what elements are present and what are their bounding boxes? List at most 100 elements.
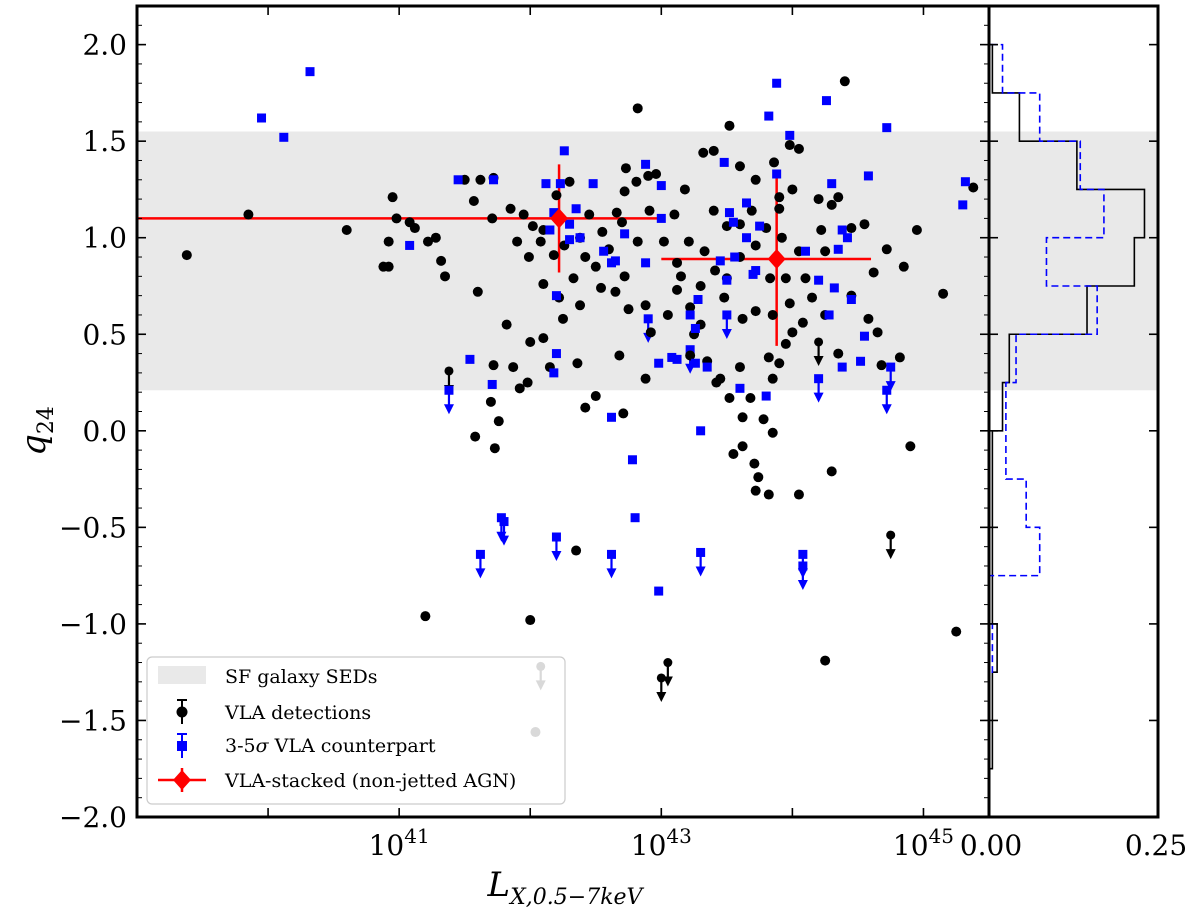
vla-detection-point	[623, 304, 634, 315]
counterpart-point	[827, 179, 837, 189]
counterpart-point	[702, 362, 712, 372]
vla-detection-point	[734, 161, 745, 172]
vla-detection-point	[514, 383, 525, 394]
counterpart-point	[824, 310, 834, 320]
vla-detection-point	[826, 199, 837, 210]
vla-detection-point	[833, 192, 844, 203]
counterpart-point	[654, 586, 664, 596]
vla-detection-point	[807, 292, 818, 303]
upper-limit-black-dot	[663, 658, 673, 668]
counterpart-point	[690, 358, 700, 368]
vla-detection-point	[643, 170, 654, 181]
counterpart-point	[549, 368, 559, 378]
counterpart-point	[690, 323, 700, 333]
upper-limit-blue-head	[885, 381, 896, 392]
vla-detection-point	[763, 352, 774, 363]
upper-limit-black-dot	[814, 337, 824, 347]
counterpart-point	[610, 256, 620, 266]
vla-detection-point	[683, 236, 694, 247]
vla-detection-point	[548, 250, 559, 261]
counterpart-point	[722, 275, 732, 285]
vla-detection-point	[632, 103, 643, 114]
vla-detection-point	[774, 203, 785, 214]
vla-detection-point	[505, 203, 516, 214]
counterpart-point	[465, 354, 475, 364]
vla-detection-point	[881, 244, 892, 255]
vla-detection-point	[440, 271, 451, 282]
legend-label-band: SF galaxy SEDs	[225, 666, 378, 688]
upper-limit-black-head	[656, 691, 667, 702]
upper-limit-blue-head	[499, 535, 510, 546]
upper-limit-blue-square	[696, 547, 706, 557]
vla-detection-point	[719, 292, 730, 303]
x-tick-label: 1041	[369, 824, 430, 862]
vla-detection-point	[640, 373, 651, 384]
vla-detection-point	[745, 392, 756, 403]
vla-detection-point	[518, 209, 529, 220]
vla-detection-point	[780, 338, 791, 349]
vla-detection-point	[508, 362, 519, 373]
vla-detection-point	[590, 261, 601, 272]
upper-limit-blue-head	[475, 568, 486, 579]
vla-detection-point	[793, 489, 804, 500]
counterpart-point	[837, 225, 847, 235]
vla-detection-point	[737, 412, 748, 423]
vla-detection-point	[710, 265, 721, 276]
side-plot-frame	[987, 4, 1160, 819]
counterpart-point	[814, 275, 824, 285]
upper-limit-black-head	[885, 549, 896, 560]
counterpart-point	[958, 200, 968, 210]
counterpart-point	[800, 246, 810, 256]
vla-detection-point	[753, 472, 764, 483]
counterpart-point	[565, 235, 575, 245]
vla-detection-point	[774, 192, 785, 203]
vla-detection-point	[724, 392, 735, 403]
upper-limit-blue-head	[695, 566, 706, 577]
counterpart-point	[606, 412, 616, 422]
counterpart-point	[641, 159, 651, 169]
y-axis-title: q24	[14, 406, 59, 456]
vla-detection-point	[724, 120, 735, 131]
vla-detection-point	[750, 485, 761, 496]
vla-detection-point	[430, 232, 441, 243]
legend-swatch-dot	[176, 699, 188, 724]
vla-detection-point	[631, 176, 642, 187]
vla-detection-point	[475, 174, 486, 185]
upper-limit-black-dot	[444, 366, 454, 376]
vla-detection-point	[616, 217, 627, 228]
y-tick-label: −2.0	[59, 801, 127, 834]
vla-detection-point	[750, 306, 761, 317]
vla-detection-point	[968, 182, 979, 193]
vla-detection-point	[488, 360, 499, 371]
x-axis-title: LX,0.5−7keV	[487, 865, 645, 909]
counterpart-point	[821, 96, 831, 106]
legend-label-square: 3-5σ VLA counterpart	[225, 735, 436, 757]
vla-detection-point	[711, 377, 722, 388]
vla-detection-point	[820, 246, 831, 257]
vla-detection-point	[737, 441, 748, 452]
vla-detection-point	[572, 358, 583, 369]
vla-detection-point	[787, 327, 798, 338]
vla-detection-point	[839, 76, 850, 87]
counterpart-point	[489, 175, 499, 185]
counterpart-point	[719, 157, 729, 167]
upper-limit-blue-head	[551, 551, 562, 562]
vla-detection-points	[181, 76, 979, 738]
upper-limit-blue-head	[606, 568, 617, 579]
vla-detection-point	[243, 209, 254, 220]
counterpart-point	[960, 177, 970, 187]
vla-detection-point	[776, 232, 787, 243]
vla-detection-point	[580, 402, 591, 413]
counterpart-point	[487, 379, 497, 389]
counterpart-point	[863, 171, 873, 181]
vla-detection-point	[734, 362, 745, 373]
vla-detection-point	[784, 298, 795, 309]
vla-detection-point	[872, 327, 883, 338]
counterpart-point	[842, 233, 852, 243]
y-tick-label: 1.5	[82, 125, 127, 158]
vla-detection-point	[679, 184, 690, 195]
vla-detection-point	[750, 240, 761, 251]
counterpart-point	[730, 252, 740, 262]
legend-swatch-square	[177, 733, 187, 758]
vla-detection-point	[868, 267, 879, 278]
